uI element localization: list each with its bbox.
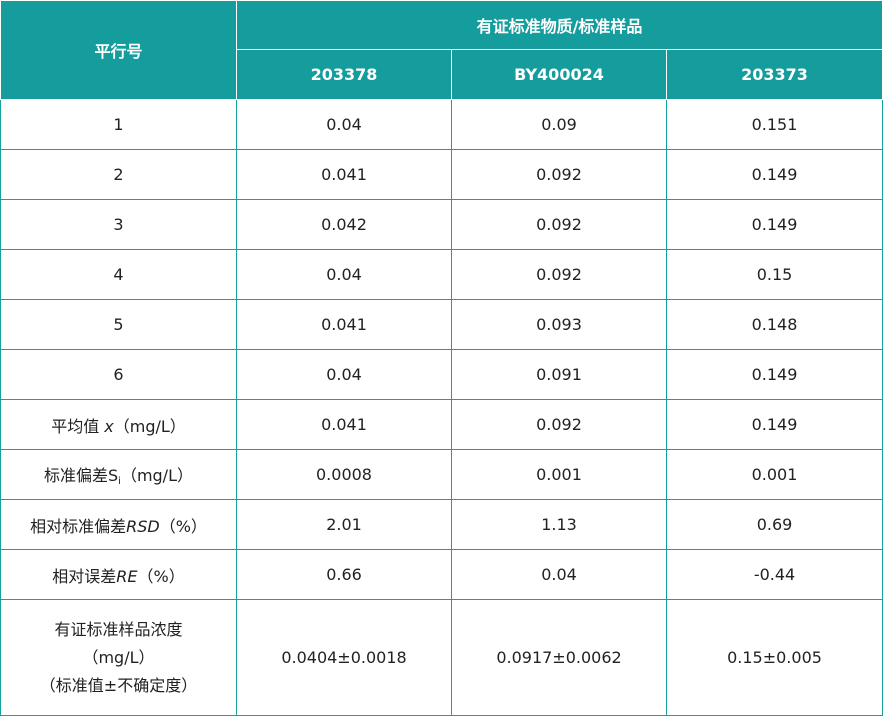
row-label: 1: [0, 99, 237, 150]
table-cell: 0.66: [236, 549, 452, 600]
sample-header: BY400024: [451, 49, 667, 100]
rsd-label: 相对标准偏差RSD（%）: [0, 499, 237, 550]
row-label: 5: [0, 299, 237, 350]
table-row: 4 0.04 0.092 0.15: [0, 249, 883, 300]
table-cell: 0.15±0.005: [665, 599, 883, 716]
table-cell: 0.0404±0.0018: [236, 599, 452, 716]
table-cell: 0.092: [451, 149, 667, 200]
table-cell: 0.04: [236, 99, 452, 150]
re-row: 相对误差RE（%） 0.66 0.04 -0.44: [0, 549, 883, 600]
row-label-header: 平行号: [0, 0, 237, 100]
sample-header: 203378: [236, 49, 452, 100]
row-label: 2: [0, 149, 237, 200]
table-cell: 0.04: [451, 549, 667, 600]
row-label: 6: [0, 349, 237, 400]
table-cell: 0.149: [665, 199, 883, 250]
re-label: 相对误差RE（%）: [0, 549, 237, 600]
header-row-top: 平行号 有证标准物质/标准样品: [0, 0, 883, 100]
table-row: 3 0.042 0.092 0.149: [0, 199, 883, 250]
table-cell: -0.44: [665, 549, 883, 600]
group-header: 有证标准物质/标准样品: [235, 0, 883, 50]
table-cell: 0.09: [451, 99, 667, 150]
table-row: 5 0.041 0.093 0.148: [0, 299, 883, 350]
table-cell: 0.149: [665, 149, 883, 200]
table-cell: 0.69: [665, 499, 883, 550]
table-cell: 0.092: [451, 399, 667, 450]
row-label: 4: [0, 249, 237, 300]
table-cell: 0.04: [236, 349, 452, 400]
table-cell: 0.093: [451, 299, 667, 350]
table-cell: 0.149: [665, 349, 883, 400]
table-cell: 0.148: [665, 299, 883, 350]
table-cell: 1.13: [451, 499, 667, 550]
table-cell: 0.041: [236, 149, 452, 200]
table-row: 6 0.04 0.091 0.149: [0, 349, 883, 400]
sd-label: 标准偏差Si（mg/L）: [0, 449, 237, 500]
table-cell: 0.042: [236, 199, 452, 250]
table-cell: 0.091: [451, 349, 667, 400]
table-cell: 0.15: [665, 249, 883, 300]
table-cell: 2.01: [236, 499, 452, 550]
rsd-row: 相对标准偏差RSD（%） 2.01 1.13 0.69: [0, 499, 883, 550]
table-cell: 0.041: [236, 399, 452, 450]
concentration-row: 有证标准样品浓度 （mg/L） （标准值±不确定度） 0.0404±0.0018 0…: [0, 599, 883, 716]
mean-label: 平均值 x（mg/L）: [0, 399, 237, 450]
table-cell: 0.001: [665, 449, 883, 500]
table-cell: 0.0008: [236, 449, 452, 500]
table-cell: 0.041: [236, 299, 452, 350]
table-cell: 0.092: [451, 199, 667, 250]
table-cell: 0.151: [665, 99, 883, 150]
mean-row: 平均值 x（mg/L） 0.041 0.092 0.149: [0, 399, 883, 450]
table-cell: 0.0917±0.0062: [451, 599, 667, 716]
concentration-label: 有证标准样品浓度 （mg/L） （标准值±不确定度）: [0, 599, 237, 716]
sample-header: 203373: [665, 49, 883, 100]
row-label: 3: [0, 199, 237, 250]
header-row-samples: 203378 BY400024 203373: [1, 49, 883, 100]
table-row: 1 0.04 0.09 0.151: [0, 99, 883, 150]
table-cell: 0.092: [451, 249, 667, 300]
sd-row: 标准偏差Si（mg/L） 0.0008 0.001 0.001: [0, 449, 883, 500]
table-cell: 0.04: [236, 249, 452, 300]
table-cell: 0.001: [451, 449, 667, 500]
table-row: 2 0.041 0.092 0.149: [0, 149, 883, 200]
table-cell: 0.149: [665, 399, 883, 450]
